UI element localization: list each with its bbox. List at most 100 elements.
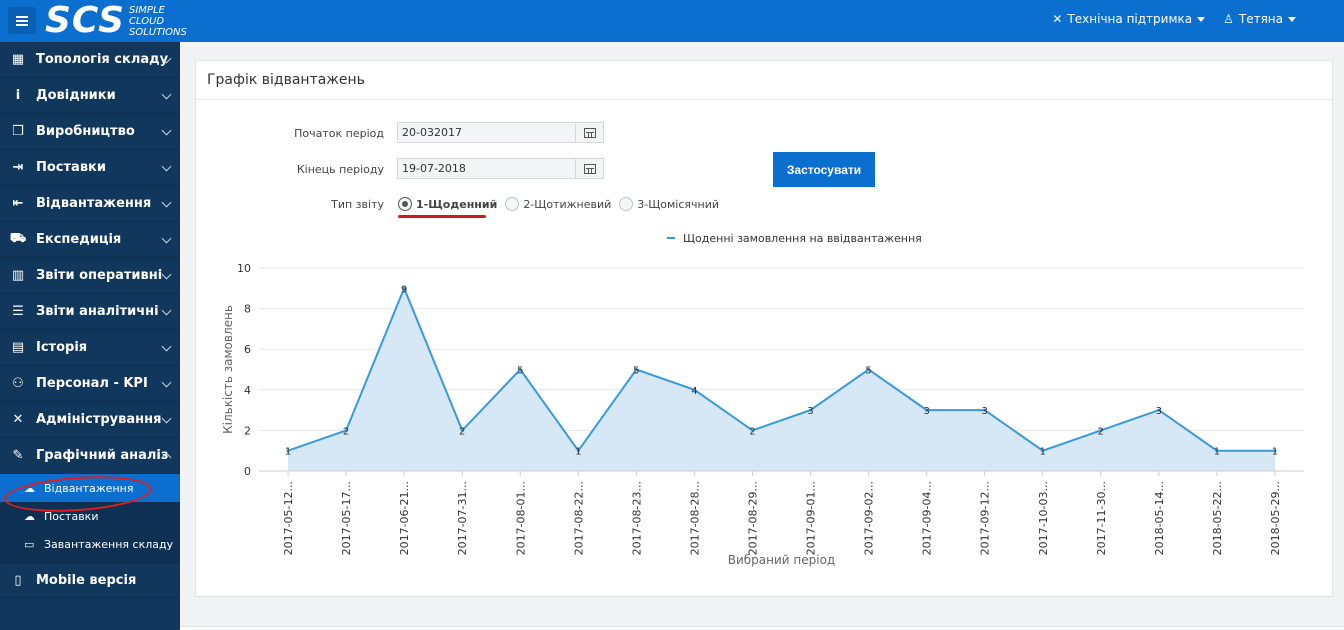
sidebar-item[interactable]: ▦ Топологія складу (0, 42, 180, 78)
sidebar-item[interactable]: ⛟ Експедиція (0, 222, 180, 258)
series-line (287, 285, 1275, 453)
sidebar-item[interactable]: ✕ Адміністрування (0, 402, 180, 438)
sidebar-item-label: Звіти аналітичні (36, 304, 159, 319)
cloud-upload-icon: ☁ (24, 481, 35, 495)
sidebar-item-label: Топологія складу (36, 52, 169, 67)
logo-mark: SCS (45, 0, 125, 41)
user-menu[interactable]: ♙ Тетяна (1223, 12, 1296, 26)
chevron-icon (161, 377, 172, 388)
caret-down-icon (1288, 16, 1296, 22)
chart-card: Графік відвантажень Початок період 20-03… (195, 60, 1333, 597)
x-tick-label: 2018-05-22... (1211, 481, 1224, 555)
end-period-input[interactable]: 19-07-2018 (397, 158, 604, 179)
radio-label: 3-Щомісячний (637, 197, 720, 211)
radio-weekly[interactable]: 2-Щотижневий (505, 197, 611, 211)
data-label: 4 (691, 386, 697, 397)
sidebar-subitem[interactable]: ▭ Завантаження складу (0, 530, 180, 558)
data-label: 1 (1214, 447, 1220, 458)
sidebar-item-label: Експедиція (36, 232, 122, 247)
sidebar-subitem-label: Завантаження складу (44, 537, 174, 551)
sidebar-subitem[interactable]: ☁ Поставки (0, 502, 180, 530)
bottom-strip (180, 626, 1344, 630)
shipments-chart: 0 2 4 6 8 10 1 2017-05-12... 2 2017-05-17... 9 2017… (221, 232, 1304, 567)
sidebar-item-label: Виробництво (36, 124, 135, 139)
data-label: 3 (807, 406, 813, 417)
radio-monthly[interactable]: 3-Щомісячний (619, 197, 719, 211)
sidebar-item-label: Mobile версія (36, 572, 137, 588)
chevron-icon (161, 341, 172, 352)
start-period-value: 20-032017 (402, 126, 462, 139)
data-point (518, 368, 522, 371)
mobile-icon: ▯ (14, 572, 22, 588)
data-point (1215, 449, 1219, 453)
chevron-icon (161, 161, 172, 172)
logo-sub-line: SIMPLE (129, 4, 165, 16)
data-label: 5 (633, 366, 639, 377)
sidebar-item[interactable]: i Довідники (0, 78, 180, 114)
chart-edit-icon: ✎ (12, 448, 24, 463)
data-label: 1 (575, 447, 581, 458)
data-point (576, 449, 580, 453)
y-tick-label: 2 (244, 424, 251, 437)
end-period-value: 19-07-2018 (402, 162, 466, 175)
chevron-icon (161, 125, 172, 136)
x-tick-label: 2017-05-12... (282, 481, 295, 555)
chevron-icon (161, 269, 172, 280)
x-tick-label: 2018-05-14... (1153, 481, 1166, 555)
caret-down-icon (1197, 16, 1206, 22)
data-point (809, 408, 813, 412)
y-tick-label: 0 (244, 465, 251, 478)
x-tick-label: 2017-08-23... (630, 481, 643, 555)
sign-in-icon: ⇥ (12, 160, 24, 175)
x-tick-label: 2017-08-28... (688, 481, 701, 555)
chevron-icon (161, 197, 172, 208)
radio-daily[interactable]: 1-Щоденний (398, 197, 497, 211)
sidebar-item[interactable]: ⚇ Персонал - KPI (0, 366, 180, 402)
data-point (402, 286, 406, 290)
sidebar-item[interactable]: ❒ Виробництво (0, 114, 180, 150)
logo[interactable]: SCS SIMPLE CLOUD SOLUTIONS (45, 1, 187, 41)
chevron-icon (161, 89, 172, 100)
radio-dot (619, 197, 634, 211)
report-type-group: 1-Щоденний 2-Щотижневий 3-Щомісячний (398, 197, 719, 211)
x-tick-label: 2017-11-30... (1095, 481, 1108, 555)
calendar-icon (583, 163, 596, 174)
sidebar-subitem[interactable]: ☁ Відвантаження (0, 474, 180, 502)
sidebar-item-label: Графічний аналіз (36, 448, 169, 463)
support-menu[interactable]: ✕ Технічна підтримка (1052, 12, 1206, 26)
sidebar-item[interactable]: ✎ Графічний аналіз (0, 438, 180, 474)
sidebar-item-label: Адміністрування (36, 412, 162, 427)
menu-toggle-button[interactable] (8, 7, 36, 34)
sidebar-item[interactable]: ☰ Звіти аналітичні (0, 294, 180, 330)
tools-icon: ✕ (12, 412, 24, 427)
start-period-input[interactable]: 20-032017 (397, 122, 604, 143)
sidebar-item[interactable]: ⇥ Поставки (0, 150, 180, 186)
apply-button[interactable]: Застосувати (773, 152, 875, 187)
sidebar-item[interactable]: ▥ Звіти оперативні (0, 258, 180, 294)
start-calendar-button[interactable] (575, 123, 603, 142)
data-point (867, 368, 871, 371)
sidebar-item[interactable]: ▤ Історія (0, 330, 180, 366)
data-point (460, 428, 464, 432)
highlight-underline (398, 215, 486, 218)
end-period-label: Кінець періоду (296, 163, 384, 176)
data-label: 3 (1156, 406, 1162, 417)
sidebar-item-mobile[interactable]: ▯ Mobile версія (0, 562, 180, 598)
radio-label: 2-Щотижневий (523, 197, 612, 211)
chevron-icon (161, 413, 172, 424)
data-point (692, 388, 696, 392)
data-point (925, 408, 929, 412)
end-calendar-button[interactable] (575, 159, 603, 178)
support-label: Технічна підтримка (1067, 12, 1193, 26)
x-tick-label: 2018-05-29... (1269, 481, 1282, 555)
info-icon: i (15, 88, 21, 103)
y-tick-label: 10 (237, 262, 251, 275)
sidebar-item[interactable]: ⇤ Відвантаження (0, 186, 180, 222)
x-tick-label: 2017-08-29... (746, 481, 759, 555)
x-tick-label: 2017-07-31... (456, 481, 469, 555)
sidebar-item-label: Звіти оперативні (36, 268, 163, 283)
sidebar: ▦ Топологія складу i Довідники ❒ Виробництво ⇥… (0, 42, 180, 630)
card-title: Графік відвантажень (196, 61, 1332, 100)
data-label: 3 (923, 406, 929, 417)
data-label: 2 (459, 426, 465, 437)
